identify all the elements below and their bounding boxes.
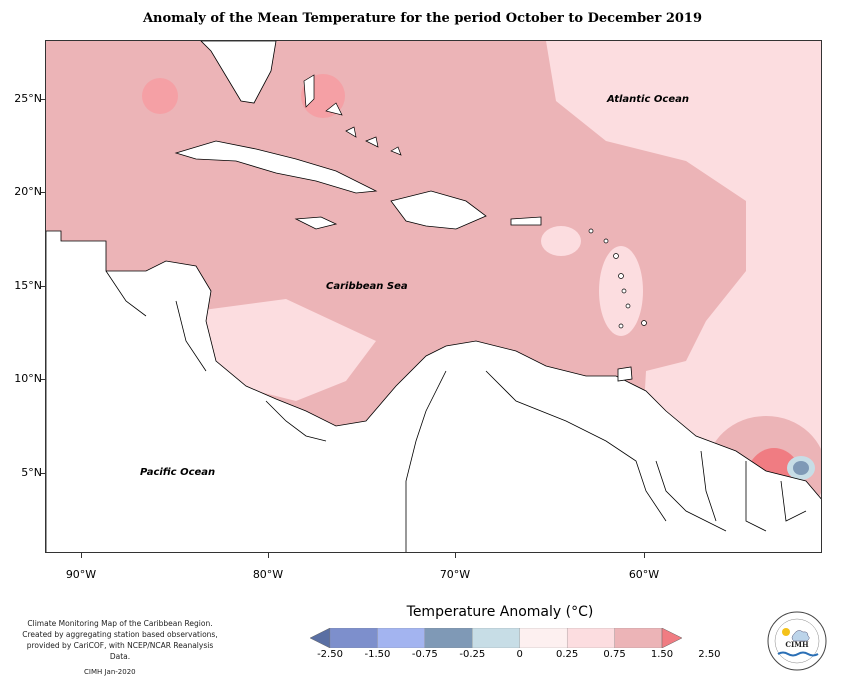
legend-swatch: [329, 628, 378, 648]
footnote-line-3: provided by CariCOF, with NCEP/NCAR Rean…: [26, 641, 214, 661]
land-jamaica: [294, 216, 338, 230]
lat-label-20: 20°N: [14, 185, 42, 198]
land-cuba: [174, 140, 378, 194]
footnote-line-2: Created by aggregating station based obs…: [22, 630, 218, 639]
land-lesser-antilles: [588, 228, 647, 329]
legend-tick-label: -2.50: [317, 649, 343, 660]
legend-swatch: [472, 628, 520, 648]
lat-tick: [41, 379, 46, 380]
lon-label-90: 90°W: [65, 568, 97, 581]
lon-tick: [455, 553, 456, 558]
lat-label-25: 25°N: [14, 92, 42, 105]
lat-tick: [41, 473, 46, 474]
land-trinidad: [617, 366, 633, 382]
legend-swatch: [519, 628, 568, 648]
anomaly-zone-pr-light: [541, 226, 581, 256]
legend-tick-label: -0.75: [411, 649, 438, 660]
anomaly-spot-gulf: [142, 78, 178, 114]
legend-tick-label: 2.50: [698, 649, 721, 660]
label-atlantic-ocean: Atlantic Ocean: [607, 94, 689, 105]
lon-tick: [268, 553, 269, 558]
lon-label-60: 60°W: [628, 568, 660, 581]
lat-tick: [41, 192, 46, 193]
lon-label-80: 80°W: [252, 568, 284, 581]
map-footnote: Climate Monitoring Map of the Caribbean …: [20, 618, 220, 662]
map-title: Anomaly of the Mean Temperature for the …: [142, 11, 703, 26]
legend-tick-label: -0.25: [459, 649, 486, 660]
legend-tick-label: 0: [516, 649, 523, 660]
anomaly-map: [45, 40, 822, 553]
label-caribbean-sea: Caribbean Sea: [326, 281, 408, 292]
legend-swatch: [614, 628, 663, 648]
cimh-logo: CIMH: [767, 611, 827, 671]
land-hispaniola: [390, 190, 487, 230]
legend-title: Temperature Anomaly (°C): [406, 604, 594, 620]
anomaly-zone-lesser-antilles-light: [599, 246, 643, 336]
logo-text: CIMH: [785, 640, 809, 649]
lat-tick: [41, 286, 46, 287]
lat-label-15: 15°N: [14, 279, 42, 292]
lon-tick: [81, 553, 82, 558]
lat-tick: [41, 99, 46, 100]
legend-arrow-low: [310, 628, 331, 648]
map-canvas: [46, 41, 821, 552]
legend-tick-label: 1.50: [650, 649, 674, 660]
land-bahamas: [303, 74, 402, 156]
lat-label-10: 10°N: [14, 372, 42, 385]
legend-tick-label: -1.50: [364, 649, 391, 660]
legend-tick-label: 0.25: [556, 649, 579, 660]
land-central-america: [46, 230, 821, 552]
map-credit: CIMH Jan-2020: [84, 668, 136, 676]
legend-arrow-high: [661, 628, 682, 648]
country-borders: [105, 270, 807, 552]
land-puerto-rico: [510, 216, 542, 226]
legend-swatch: [424, 628, 473, 648]
legend-swatch: [566, 628, 615, 648]
legend-colorbar: [310, 628, 682, 648]
lat-label-5: 5°N: [21, 466, 42, 479]
anomaly-spot-blue-dark: [793, 461, 809, 475]
land-florida: [200, 41, 277, 104]
label-pacific-ocean: Pacific Ocean: [140, 467, 216, 478]
legend-tick-label: 0.75: [603, 649, 626, 660]
lon-tick: [644, 553, 645, 558]
anomaly-zone-pacific-light: [196, 299, 376, 401]
footnote-line-1: Climate Monitoring Map of the Caribbean …: [27, 619, 213, 628]
lon-label-70: 70°W: [439, 568, 471, 581]
legend-swatch: [377, 628, 426, 648]
